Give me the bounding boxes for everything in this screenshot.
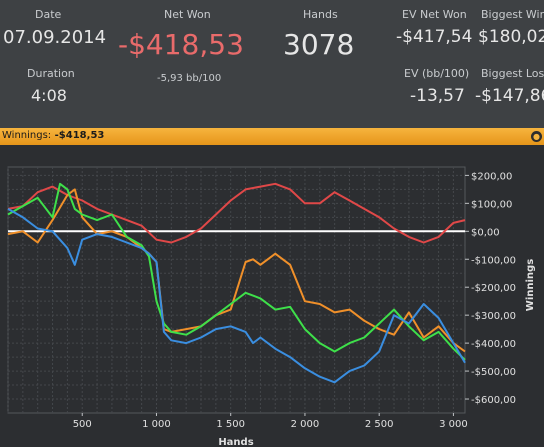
y-tick-label: $200,00 <box>471 171 512 182</box>
y-axis-ticks: $200,00 $100,00 $0,00 -$100,00 -$200,00 -$300… <box>465 171 516 406</box>
x-tick-label: 2 500 <box>365 419 394 430</box>
winnings-title-value: -$418,53 <box>54 130 105 141</box>
y-tick-label: -$300,00 <box>471 311 516 322</box>
winnings-chart: $200,00 $100,00 $0,00 -$100,00 -$200,00 -$300… <box>7 166 536 447</box>
x-tick-label: 500 <box>73 419 92 430</box>
stats-panel: Date 07.09.2014 Duration 4:08 Net Won -$… <box>0 0 544 128</box>
hands-label: Hands <box>303 8 338 21</box>
bb-per-100: -5,93 bb/100 <box>157 73 222 84</box>
winnings-title: Winnings: -$418,53 <box>2 130 104 141</box>
duration-value: 4:08 <box>31 86 67 105</box>
net-won-label: Net Won <box>164 8 211 21</box>
y-tick-label: -$600,00 <box>471 395 516 406</box>
y-tick-label: -$200,00 <box>471 283 516 294</box>
winnings-title-bar: Winnings: -$418,53 ● <box>0 128 544 145</box>
biggest-loss-label: Biggest Loss <box>481 67 544 80</box>
x-tick-label: 3 000 <box>439 419 468 430</box>
series-line-red <box>7 182 466 244</box>
x-axis-label: Hands <box>218 437 253 447</box>
y-tick-label: $100,00 <box>471 199 512 210</box>
pin-icon[interactable]: ● <box>531 131 542 142</box>
date-label: Date <box>35 8 62 21</box>
ev-bb-label: EV (bb/100) <box>404 67 470 80</box>
x-tick-label: 1 000 <box>142 419 171 430</box>
date-value: 07.09.2014 <box>3 27 107 48</box>
biggest-loss-value: -$147,86 <box>475 86 544 106</box>
hands-value: 3078 <box>283 28 355 61</box>
ev-bb-value: -13,57 <box>410 86 465 106</box>
winnings-title-label: Winnings: <box>2 130 52 141</box>
series-lines <box>7 182 466 384</box>
x-tick-label: 2 000 <box>291 419 320 430</box>
y-tick-label: -$500,00 <box>471 367 516 378</box>
ev-net-won-label: EV Net Won <box>402 8 467 21</box>
y-tick-label: $0,00 <box>471 227 500 238</box>
y-tick-label: -$400,00 <box>471 339 516 350</box>
y-axis-label: Winnings <box>525 259 536 311</box>
biggest-win-value: $180,02 <box>478 27 544 47</box>
series-line-blue <box>7 208 466 384</box>
y-tick-label: -$100,00 <box>471 255 516 266</box>
duration-label: Duration <box>27 67 75 80</box>
x-tick-label: 1 500 <box>216 419 245 430</box>
x-axis-ticks: 500 1 000 1 500 2 000 2 500 3 000 <box>73 413 468 430</box>
biggest-win-label: Biggest Win <box>481 8 544 21</box>
net-won-value: -$418,53 <box>118 28 244 61</box>
series-line-green <box>7 182 466 361</box>
ev-net-won-value: -$417,54 <box>396 27 473 47</box>
